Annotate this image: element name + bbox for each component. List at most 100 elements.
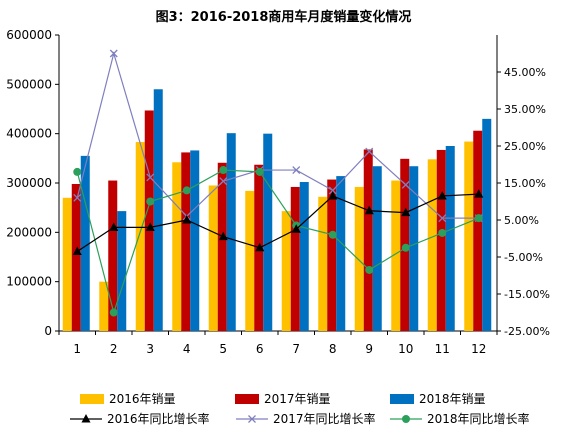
legend-marker-1 (81, 414, 91, 423)
line-3-point-6 (255, 167, 264, 176)
legend-label-line-1: 2016年同比增长率 (107, 411, 210, 426)
y-left-tick-label: 300000 (6, 176, 52, 190)
line-3-point-1 (73, 167, 82, 176)
y-right-tick-label: 45.00% (504, 66, 546, 79)
x-tick-label: 5 (219, 342, 227, 356)
bar-1-3 (135, 142, 145, 331)
line-3-point-8 (328, 230, 337, 239)
line-3-point-11 (438, 228, 447, 237)
y-left-tick-label: 100000 (6, 275, 52, 289)
x-tick-label: 3 (146, 342, 154, 356)
bar-3-4 (190, 150, 200, 331)
bar-1-7 (281, 211, 291, 331)
bar-1-1 (62, 197, 72, 331)
legend-label-line-2: 2017年同比增长率 (273, 411, 376, 426)
bar-2-2 (108, 180, 118, 331)
bar-2-3 (144, 110, 154, 331)
bar-3-8 (336, 176, 346, 331)
y-right-tick-label: 15.00% (504, 177, 546, 190)
bar-2-5 (217, 162, 227, 331)
x-tick-label: 8 (329, 342, 337, 356)
bar-3-1 (80, 155, 90, 331)
line-1-point-6 (255, 242, 265, 252)
bar-1-4 (172, 162, 182, 331)
y-left-tick-label: 600000 (6, 28, 52, 42)
line-3-point-9 (365, 265, 374, 274)
line-2-point-5 (219, 177, 228, 186)
line-2-point-8 (328, 186, 337, 195)
bar-2-12 (473, 130, 483, 331)
legend-label-bar-3: 2018年销量 (419, 392, 486, 406)
bar-3-5 (226, 133, 236, 331)
line-series-3 (76, 169, 479, 315)
bar-2-9 (363, 149, 373, 331)
line-3-point-3 (146, 197, 155, 206)
line-2-point-1 (73, 193, 82, 202)
legend-marker-3 (402, 415, 410, 423)
line-series-2 (76, 51, 479, 219)
legend-label-line-3: 2018年同比增长率 (427, 411, 530, 426)
x-tick-label: 7 (292, 342, 300, 356)
legend-label-bar-2: 2017年销量 (264, 392, 331, 406)
line-1-point-1 (72, 246, 82, 255)
line-3-point-12 (474, 214, 483, 223)
x-tick-label: 2 (110, 342, 118, 356)
legend-swatch-bar-1 (80, 394, 104, 404)
bar-3-12 (482, 118, 492, 331)
legend-marker-2 (248, 415, 256, 423)
x-tick-label: 6 (256, 342, 264, 356)
line-2-point-9 (365, 147, 374, 156)
y-right-tick-label: 35.00% (504, 103, 546, 116)
y-left-tick-label: 400000 (6, 127, 52, 141)
line-2-point-2 (109, 49, 118, 58)
bar-1-8 (318, 196, 328, 331)
y-right-tick-label: -5.00% (504, 251, 543, 264)
line-3-point-4 (182, 186, 191, 195)
y-left-tick-label: 0 (44, 324, 52, 338)
y-left-tick-label: 200000 (6, 225, 52, 239)
line-1-point-11 (437, 190, 447, 200)
line-1-point-12 (474, 189, 484, 198)
bar-2-8 (327, 179, 337, 331)
bar-3-11 (445, 146, 455, 331)
bar-1-5 (208, 185, 218, 331)
x-tick-label: 12 (471, 342, 486, 356)
line-2-point-10 (401, 180, 410, 189)
bar-3-7 (299, 182, 309, 331)
bar-1-12 (464, 141, 474, 331)
line-1-point-8 (328, 190, 338, 200)
bar-2-1 (71, 183, 81, 331)
line-2-point-7 (292, 166, 301, 175)
line-1-point-4 (182, 215, 192, 224)
legend-label-bar-1: 2016年销量 (109, 392, 176, 406)
legend-swatch-bar-2 (235, 394, 259, 404)
bar-1-11 (427, 159, 437, 331)
bar-2-4 (181, 152, 191, 331)
x-tick-label: 10 (398, 342, 413, 356)
x-tick-label: 9 (365, 342, 373, 356)
bar-3-6 (263, 133, 273, 331)
line-2-point-11 (438, 214, 447, 223)
bar-1-10 (391, 180, 401, 331)
line-1-point-5 (218, 231, 228, 241)
legend-swatch-bar-3 (390, 394, 414, 404)
line-series-1 (76, 193, 479, 252)
bar-1-6 (245, 190, 255, 331)
x-tick-label: 4 (183, 342, 191, 356)
bar-3-3 (153, 89, 163, 332)
bar-3-10 (409, 166, 419, 331)
chart-title: 图3：2016-2018商用车月度销量变化情况 (155, 10, 412, 25)
line-1-point-3 (145, 222, 155, 231)
line-2-point-3 (146, 173, 155, 182)
y-right-tick-label: 5.00% (504, 214, 539, 227)
line-3-point-2 (109, 308, 118, 317)
line-1-point-10 (401, 207, 411, 217)
bar-3-2 (117, 211, 127, 331)
y-right-tick-label: 25.00% (504, 140, 546, 153)
bar-1-2 (99, 281, 109, 331)
line-3-point-10 (401, 243, 410, 252)
line-1-point-7 (291, 224, 301, 233)
line-3-point-5 (219, 166, 228, 175)
bar-1-9 (354, 186, 364, 331)
